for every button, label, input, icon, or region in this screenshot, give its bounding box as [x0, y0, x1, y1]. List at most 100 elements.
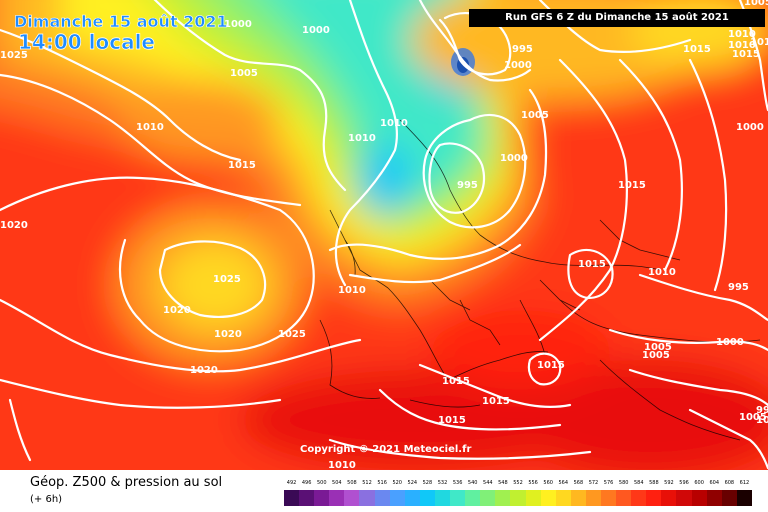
time-title: 14:00 locale: [18, 30, 156, 55]
scale-value-label: 540: [467, 480, 478, 486]
color-swatch: [510, 490, 526, 506]
copyright-text: Copyright © 2021 Meteociel.fr: [300, 444, 472, 455]
scale-value-label: 536: [452, 480, 463, 486]
color-swatch: [661, 490, 677, 506]
color-swatch: [404, 490, 420, 506]
legend-title: Géop. Z500 & pression au sol: [30, 475, 223, 490]
color-swatch: [465, 490, 481, 506]
pressure-label: 1020: [190, 365, 218, 376]
pressure-label: 1015: [482, 396, 510, 407]
color-swatch: [585, 490, 601, 506]
pressure-label: 1015: [683, 44, 711, 55]
scale-value-label: 504: [332, 480, 342, 486]
coastlines: [319, 119, 761, 441]
run-info-box: Run GFS 6 Z du Dimanche 15 août 2021: [469, 9, 765, 27]
scale-value-label: 508: [347, 480, 357, 486]
scale-value-label: 552: [513, 480, 523, 486]
color-scale-labels: 492 496 500 504 508 512 516 520 524 528 532 536 540 5…: [284, 480, 752, 489]
color-swatch: [344, 490, 360, 506]
scale-value-label: 520: [392, 480, 402, 486]
pressure-label: 1000: [504, 60, 532, 71]
color-swatch: [721, 490, 737, 506]
color-swatch: [525, 490, 541, 506]
scale-value-label: 612: [739, 480, 750, 486]
color-swatch: [329, 490, 345, 506]
scale-value-label: 592: [664, 480, 674, 486]
color-swatch: [691, 490, 707, 506]
pressure-label: 1000: [302, 25, 330, 36]
pressure-labels: 1000 1005 1010 1015 1020 1025 995 1025 1…: [0, 0, 768, 470]
color-swatch: [706, 490, 722, 506]
color-swatch: [389, 490, 405, 506]
color-swatch: [419, 490, 435, 506]
pressure-label: 995: [512, 44, 533, 55]
pressure-label: 1005: [521, 110, 549, 121]
pressure-label: 1000: [224, 19, 252, 30]
weather-map: 1000 1005 1010 1015 1020 1025 995 1025 1…: [0, 0, 768, 470]
pressure-label: 1010: [380, 118, 408, 129]
color-swatch: [359, 490, 375, 506]
scale-value-label: 600: [694, 480, 704, 486]
pressure-label: 1000: [500, 153, 528, 164]
scale-value-label: 516: [377, 480, 387, 486]
pressure-label: 1025: [0, 50, 28, 61]
color-swatch: [570, 490, 586, 506]
pressure-label: 995: [728, 282, 749, 293]
pressure-label: 1010: [348, 133, 376, 144]
scale-value-label: 532: [437, 480, 448, 486]
scale-value-label: 608: [724, 480, 735, 486]
pressure-label: 1005: [744, 0, 768, 8]
scale-value-label: 544: [483, 480, 493, 486]
scale-value-label: 548: [498, 480, 508, 486]
color-swatch: [480, 490, 496, 506]
scale-value-label: 556: [528, 480, 538, 486]
pressure-label: 1010: [338, 285, 366, 296]
scale-value-label: 560: [543, 480, 553, 486]
pressure-label: 1015: [537, 360, 565, 371]
color-swatch: [314, 490, 330, 506]
scale-value-label: 564: [558, 480, 569, 486]
color-swatch: [676, 490, 692, 506]
pressure-label: 1010: [136, 122, 164, 133]
pressure-label: 1015: [438, 415, 466, 426]
pressure-label: 995: [457, 180, 478, 191]
scale-value-label: 588: [649, 480, 659, 486]
color-swatch: [600, 490, 617, 506]
color-swatch: [495, 490, 511, 506]
scale-value-label: 576: [603, 480, 614, 486]
color-swatch: [736, 490, 752, 506]
scale-value-label: 604: [709, 480, 720, 486]
pressure-label: 1020: [214, 329, 242, 340]
color-swatch: [299, 490, 315, 506]
pressure-label: 1005: [644, 342, 672, 353]
pressure-label: 1025: [278, 329, 306, 340]
pressure-label: 1005: [642, 350, 670, 361]
pressure-label: 1020: [0, 220, 28, 231]
color-swatch: [374, 490, 390, 506]
pressure-label: 1010: [648, 267, 676, 278]
pressure-label: 1015: [228, 160, 256, 171]
color-scale-bar: [284, 490, 752, 506]
color-swatch: [555, 490, 571, 506]
color-swatch: [646, 490, 662, 506]
color-swatch: [540, 490, 556, 506]
pressure-label: 1010: [750, 37, 768, 48]
isobars: [0, 0, 768, 468]
pressure-label: 1025: [213, 274, 241, 285]
color-swatch: [434, 490, 451, 506]
pressure-label: 1005: [230, 68, 258, 79]
pressure-label: 1000: [736, 122, 764, 133]
color-swatch: [616, 490, 632, 506]
scale-value-label: 492: [286, 480, 297, 486]
pressure-label: 1010: [728, 40, 756, 51]
scale-value-label: 512: [362, 480, 372, 486]
scale-value-label: 584: [633, 480, 644, 486]
pressure-label: 1015: [578, 259, 606, 270]
pressure-label: 1010: [756, 415, 768, 426]
pressure-label: 1015: [442, 376, 470, 387]
scale-value-label: 580: [618, 480, 629, 486]
color-swatch: [284, 490, 300, 506]
scale-value-label: 524: [407, 480, 418, 486]
scale-value-label: 500: [316, 480, 327, 486]
pressure-label: 1015: [618, 180, 646, 191]
